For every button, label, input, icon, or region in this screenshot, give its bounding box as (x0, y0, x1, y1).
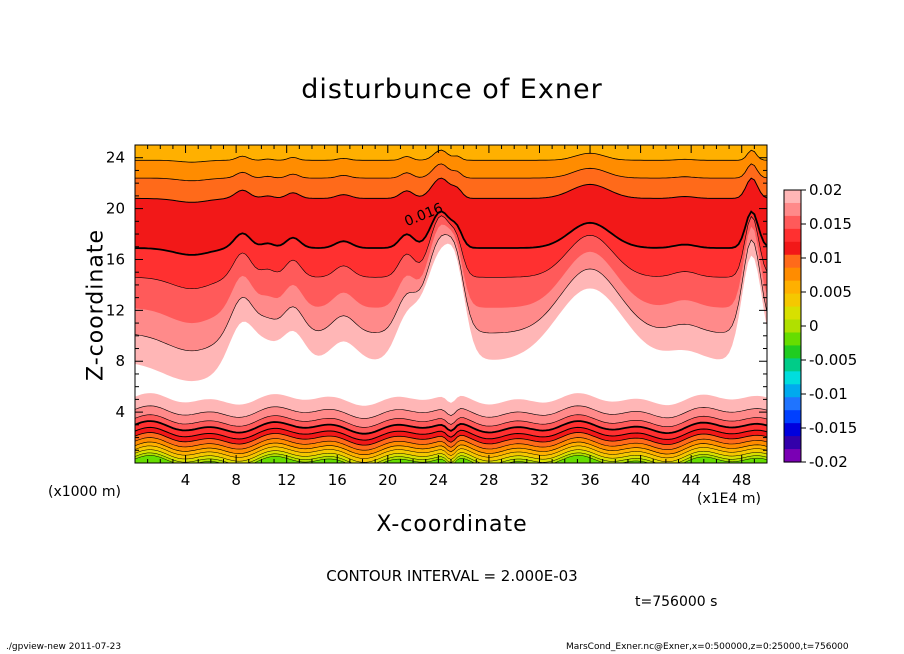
lower-contour-line (135, 414, 767, 428)
colorbar-swatch (784, 306, 801, 321)
upper-contour-line (135, 215, 767, 290)
upper-contour-line (135, 210, 767, 256)
x-tick-label: 24 (429, 471, 448, 489)
x-tick-label: 40 (631, 471, 650, 489)
y-tick-label: 24 (106, 149, 125, 167)
colorbar: 0.02 0.015 0.01 0.005 0 -0.005 -0.01 -0.015 -0.0… (783, 181, 857, 471)
colorbar-swatch (784, 410, 801, 424)
colorbar-label: 0.015 (809, 215, 852, 233)
x-tick-label: 28 (479, 471, 498, 489)
colorbar-swatch (784, 190, 801, 204)
x-unit-right: (x1E4 m) (697, 491, 761, 507)
colorbar-swatch (784, 436, 801, 450)
lower-contour-line (135, 426, 767, 441)
colorbar-label: -0.02 (809, 453, 848, 471)
colorbar-label: -0.01 (809, 385, 848, 403)
x-tick-label: 4 (181, 471, 191, 489)
lower-contour-line (135, 405, 767, 419)
colorbar-swatch (784, 358, 801, 372)
x-tick-label: 32 (530, 471, 549, 489)
x-tick-label: 12 (277, 471, 296, 489)
lower-contour-line (135, 441, 767, 455)
colorbar-swatch (784, 202, 801, 217)
lower-contour-line (135, 437, 767, 451)
y-tick-label: 12 (106, 301, 125, 319)
colorbar-label: 0.02 (809, 181, 842, 199)
contour-fill (135, 145, 767, 463)
colorbar-swatch (784, 397, 801, 411)
lower-contour-line (135, 445, 767, 459)
footer-right: MarsCond_Exner.nc@Exner,x=0:500000,z=0:2… (566, 642, 849, 652)
colorbar-swatch (784, 332, 801, 347)
x-tick-label: 36 (580, 471, 599, 489)
colorbar-swatch (784, 228, 801, 243)
lower-contour-band (135, 455, 767, 463)
lower-contour-line (135, 420, 767, 435)
y-tick-label: 16 (106, 250, 125, 268)
chart-title: disturbunce of Exner (301, 74, 603, 105)
upper-contour-line (135, 234, 767, 352)
colorbar-swatch (784, 371, 801, 385)
colorbar-swatch (784, 449, 801, 463)
x-tick-label: 48 (732, 471, 751, 489)
x-unit-left: (x1000 m) (48, 484, 121, 500)
y-tick-label: 4 (115, 403, 125, 421)
colorbar-swatch (784, 267, 801, 282)
time-label: t=756000 s (635, 594, 718, 610)
y-tick-label: 20 (106, 200, 125, 218)
upper-contour-line (135, 177, 767, 203)
colorbar-label: 0 (809, 317, 819, 335)
y-tick-label: 8 (115, 352, 125, 370)
footer-left: ./gpview-new 2011-07-23 (6, 642, 122, 652)
colorbar-swatch (784, 254, 801, 269)
x-axis-label: X-coordinate (376, 512, 528, 537)
colorbar-swatch (784, 280, 801, 295)
upper-contour-band (135, 145, 767, 163)
colorbar-label: -0.015 (809, 419, 857, 437)
contour-interval-text: CONTOUR INTERVAL = 2.000E-03 (326, 567, 578, 585)
colorbar-swatch (784, 215, 801, 230)
x-tick-label: 20 (378, 471, 397, 489)
upper-contour-line (135, 149, 767, 163)
x-tick-label: 16 (328, 471, 347, 489)
x-tick-label: 8 (231, 471, 241, 489)
x-tick-label: 44 (682, 471, 701, 489)
colorbar-swatch (784, 384, 801, 398)
colorbar-swatch (784, 345, 801, 359)
colorbar-label: -0.005 (809, 351, 857, 369)
colorbar-swatch (784, 241, 801, 256)
lower-contour-line (135, 432, 767, 446)
colorbar-swatch (784, 293, 801, 308)
colorbar-label: 0.01 (809, 249, 842, 267)
upper-contour-line (135, 163, 767, 182)
colorbar-swatch (784, 423, 801, 437)
colorbar-swatch (784, 319, 801, 334)
colorbar-label: 0.005 (809, 283, 852, 301)
